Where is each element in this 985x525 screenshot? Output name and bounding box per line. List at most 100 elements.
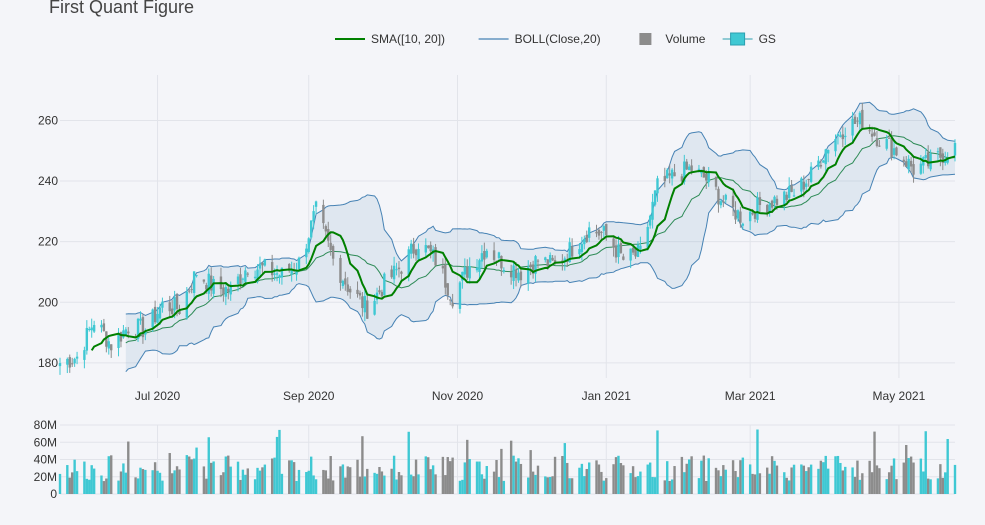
candle-body-66	[288, 263, 291, 271]
candle-body-30	[161, 301, 164, 308]
volume-bar-137	[529, 450, 532, 494]
vol-tick-label-0: 0	[50, 487, 57, 501]
candle-body-141	[544, 257, 547, 261]
volume-bar-19	[124, 472, 128, 494]
candle-body-183	[685, 161, 688, 170]
volume-bar-45	[212, 461, 215, 494]
volume-bar-126	[492, 471, 496, 494]
volume-bar-198	[736, 477, 740, 494]
candle-body-153	[583, 238, 586, 245]
candle-body-220	[809, 166, 813, 182]
candle-body-229	[841, 134, 845, 140]
volume-bar-92	[375, 473, 379, 494]
candle-body-36	[185, 291, 189, 318]
volume-bar-258	[941, 477, 945, 494]
volume-bar-80	[331, 480, 335, 494]
volume-bar-159	[602, 480, 606, 494]
volume-bar-131	[509, 440, 513, 494]
candle-body-42	[205, 285, 208, 290]
candle-body-244	[892, 148, 896, 155]
volume-bar-132	[512, 455, 515, 494]
volume-bar-66	[288, 460, 291, 494]
volume-bar-12	[102, 481, 106, 494]
candle-body-33	[173, 297, 176, 311]
volume-bar-23	[139, 467, 142, 494]
volume-bar-144	[551, 476, 554, 494]
candle-body-151	[578, 249, 581, 255]
volume-bar-13	[105, 478, 108, 494]
volume-bar-246	[902, 462, 905, 494]
candle-body-57	[256, 269, 259, 281]
candle-body-241	[885, 138, 888, 149]
candle-body-186	[697, 168, 701, 170]
volume-bar-130	[502, 480, 506, 494]
volume-bar-227	[836, 455, 840, 494]
volume-bar-153	[583, 476, 586, 494]
candle-body-3	[70, 363, 74, 365]
volume-bar-4	[73, 459, 76, 494]
volume-bar-40	[195, 447, 198, 494]
candle-body-35	[178, 310, 181, 314]
volume-bar-205	[758, 473, 762, 494]
volume-bar-128	[497, 477, 501, 494]
volume-bar-186	[697, 478, 701, 494]
volume-bar-89	[363, 476, 367, 494]
candle-body-72	[307, 238, 310, 253]
y-tick-label-1: 200	[38, 295, 58, 309]
volume-bar-101	[407, 431, 410, 494]
volume-bar-139	[534, 474, 537, 494]
candle-body-198	[736, 210, 740, 219]
candle-body-260	[946, 158, 949, 163]
candle-body-190	[707, 172, 710, 183]
volume-bar-50	[229, 466, 232, 494]
volume-bar-56	[253, 479, 257, 494]
candle-body-85	[349, 288, 352, 293]
volume-bar-14	[107, 456, 110, 494]
legend-swatch-2	[639, 33, 652, 45]
volume-bar-104	[414, 459, 418, 494]
candle-body-226	[834, 138, 837, 152]
volume-bar-1	[66, 465, 69, 494]
volume-bar-18	[122, 463, 125, 494]
candle-body-168	[634, 248, 637, 257]
volume-bar-2	[68, 477, 71, 494]
volume-bar-26	[151, 470, 154, 494]
volume-bar-136	[527, 477, 530, 494]
candle-body-91	[373, 300, 376, 315]
volume-bar-242	[887, 472, 891, 494]
volume-bar-156	[595, 460, 598, 494]
volume-bar-222	[819, 460, 823, 494]
candle-body-192	[717, 188, 720, 205]
candle-body-219	[807, 178, 810, 180]
candle-body-166	[629, 248, 632, 261]
candle-body-215	[792, 195, 796, 197]
volume-bar-118	[463, 462, 467, 494]
candle-body-14	[107, 341, 110, 349]
volume-bar-63	[275, 436, 279, 494]
volume-bar-106	[424, 456, 427, 494]
candle-body-101	[407, 249, 410, 277]
candle-body-217	[802, 181, 805, 190]
candle-body-82	[341, 280, 345, 287]
volume-bar-143	[548, 476, 552, 494]
volume-bar-188	[702, 455, 706, 494]
volume-bar-225	[826, 468, 830, 494]
volume-bar-54	[244, 474, 247, 494]
candle-body-121	[475, 267, 479, 271]
volume-bar-166	[629, 473, 632, 494]
volume-bar-16	[117, 480, 120, 494]
candle-body-138	[531, 264, 535, 274]
volume-bar-221	[817, 468, 820, 494]
volume-bar-140	[536, 465, 540, 494]
legend-label-3: GS	[759, 32, 776, 46]
volume-bar-42	[205, 478, 208, 494]
volume-bar-108	[429, 469, 432, 494]
candle-body-139	[534, 256, 537, 274]
candle-body-254	[926, 152, 930, 167]
volume-bar-52	[239, 479, 242, 494]
candle-body-95	[383, 273, 386, 296]
volume-bar-109	[431, 465, 435, 494]
candle-body-136	[527, 267, 530, 284]
volume-bar-115	[451, 457, 454, 494]
candle-body-51	[236, 276, 240, 285]
